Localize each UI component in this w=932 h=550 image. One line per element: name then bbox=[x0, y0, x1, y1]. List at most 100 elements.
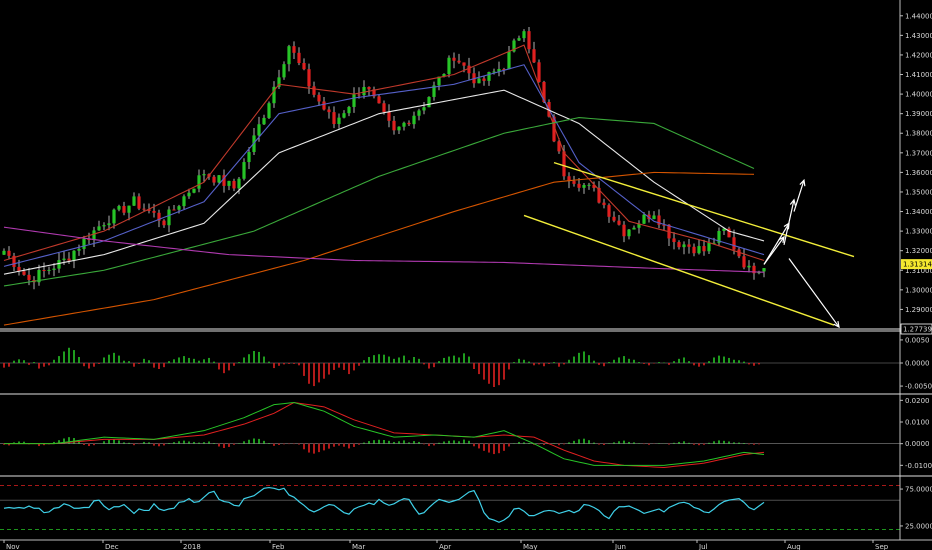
candle-body bbox=[337, 117, 341, 125]
candle-body bbox=[97, 226, 101, 231]
macd-tick-label: 0.0100 bbox=[905, 419, 930, 427]
candle-body bbox=[597, 187, 601, 203]
hist-tick-label: 0.0050 bbox=[905, 336, 930, 344]
candle-body bbox=[712, 242, 716, 244]
forecast-arrow-1 bbox=[763, 236, 785, 265]
forecast-arrow-0 bbox=[763, 222, 790, 265]
candle-body bbox=[567, 176, 571, 182]
candle-body bbox=[242, 162, 246, 179]
forecast-arrow-2 bbox=[783, 199, 795, 245]
candle-body bbox=[7, 250, 11, 256]
candle-body bbox=[257, 124, 261, 136]
month-label: Jun bbox=[614, 543, 626, 550]
candle-body bbox=[542, 81, 546, 102]
candle-body bbox=[637, 223, 641, 228]
candle-body bbox=[332, 112, 336, 125]
candle-body bbox=[427, 96, 431, 108]
price-tick-label: 1.37000 bbox=[905, 149, 932, 157]
candle-body bbox=[512, 40, 516, 52]
candle-body bbox=[607, 205, 611, 217]
candle-body bbox=[172, 209, 176, 211]
forecast-arrowhead-1 bbox=[778, 235, 785, 244]
month-label: Apr bbox=[439, 543, 451, 550]
candle-body bbox=[237, 178, 241, 189]
forecast-arrowhead-4 bbox=[833, 321, 840, 329]
candle-body bbox=[507, 51, 511, 70]
candle-body bbox=[127, 205, 131, 213]
price-tick-label: 1.40000 bbox=[905, 91, 932, 99]
candle-body bbox=[682, 244, 686, 248]
last-price-label: 1.31314 bbox=[903, 261, 932, 269]
moving-average-line-0 bbox=[3, 44, 765, 262]
candle-body bbox=[47, 269, 51, 271]
candle-body bbox=[377, 96, 381, 104]
price-tick-label: 1.33000 bbox=[905, 228, 932, 236]
candle-body bbox=[222, 175, 226, 186]
channel-upper-line bbox=[553, 161, 855, 258]
candle-body bbox=[447, 57, 451, 74]
candle-body bbox=[327, 109, 331, 113]
candle-body bbox=[367, 87, 371, 90]
candle-body bbox=[442, 73, 446, 77]
candle-body bbox=[362, 87, 366, 96]
moving-average-line-3 bbox=[3, 117, 755, 287]
candle-body bbox=[187, 192, 191, 197]
candle-body bbox=[67, 258, 71, 261]
candle-body bbox=[352, 94, 356, 107]
candle-body bbox=[492, 71, 496, 73]
candle-body bbox=[117, 206, 121, 210]
month-label: Mar bbox=[352, 543, 365, 550]
price-tick-label: 1.44000 bbox=[905, 12, 932, 20]
candle-body bbox=[432, 85, 436, 97]
candle-body bbox=[312, 86, 316, 95]
candle-body bbox=[762, 268, 766, 272]
price-tick-label: 1.36000 bbox=[905, 169, 932, 177]
macd-signal-line bbox=[4, 401, 765, 469]
macd-tick-label: 0.0000 bbox=[905, 440, 930, 448]
candle-body bbox=[57, 259, 61, 269]
candle-body bbox=[272, 86, 276, 104]
channel-lower-line bbox=[523, 214, 835, 326]
candle-body bbox=[582, 185, 586, 188]
forecast-arrowhead-3 bbox=[799, 178, 806, 187]
candle-body bbox=[22, 271, 26, 275]
candle-body bbox=[422, 107, 426, 111]
candle-body bbox=[142, 208, 146, 210]
candle-body bbox=[592, 184, 596, 188]
candle-body bbox=[347, 106, 351, 114]
candle-body bbox=[747, 265, 751, 268]
price-tick-label: 1.34000 bbox=[905, 208, 932, 216]
candle-body bbox=[212, 176, 216, 183]
low-marker-label: 1.27739 bbox=[903, 326, 932, 334]
month-label: Dec bbox=[105, 543, 119, 550]
price-tick-label: 1.41000 bbox=[905, 71, 932, 79]
candle-body bbox=[652, 215, 656, 220]
candle-body bbox=[17, 266, 21, 272]
candle-body bbox=[317, 94, 321, 102]
rsi-tick-label: 75.0000 bbox=[905, 486, 932, 494]
candle-body bbox=[162, 220, 166, 226]
candle-body bbox=[402, 122, 406, 127]
candle-body bbox=[707, 242, 711, 252]
forecast-arrowhead-2 bbox=[789, 198, 796, 206]
candle-body bbox=[437, 76, 441, 86]
candle-body bbox=[167, 209, 171, 226]
price-tick-label: 1.32000 bbox=[905, 247, 932, 255]
candle-body bbox=[622, 224, 626, 237]
rsi-line bbox=[3, 486, 765, 523]
candle-body bbox=[617, 220, 621, 225]
candle-body bbox=[702, 246, 706, 252]
macd-main-line bbox=[4, 401, 765, 466]
month-label: 2018 bbox=[183, 543, 201, 550]
candle-body bbox=[672, 238, 676, 243]
candle-body bbox=[87, 238, 91, 241]
candle-body bbox=[697, 246, 701, 254]
candle-body bbox=[677, 242, 681, 248]
candle-body bbox=[277, 77, 281, 87]
candle-body bbox=[732, 237, 736, 250]
month-label: Aug bbox=[787, 543, 801, 550]
candle-body bbox=[482, 78, 486, 81]
candle-body bbox=[307, 69, 311, 87]
